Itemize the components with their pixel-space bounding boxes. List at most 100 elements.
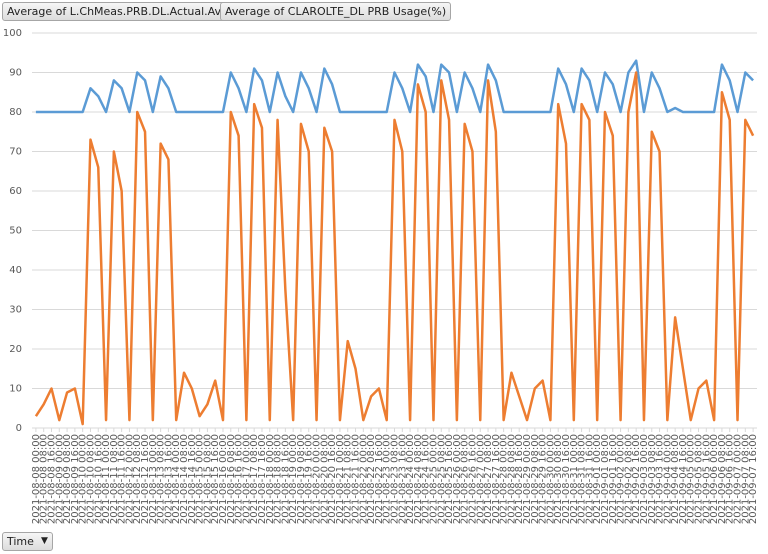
x-tick-label: 2021-09-03 00:00: [639, 434, 650, 524]
y-tick-label: 0: [16, 423, 22, 434]
x-tick-label: 2021-08-30 08:00: [553, 434, 564, 524]
x-tick-label: 2021-08-27 08:00: [483, 434, 494, 524]
x-tick-label: 2021-08-22 08:00: [366, 434, 377, 524]
x-tick-label: 2021-08-27 16:00: [491, 434, 502, 524]
x-tick-label: 2021-08-14 00:00: [171, 434, 182, 524]
x-tick-label: 2021-08-12 16:00: [140, 434, 151, 524]
x-tick-label: 2021-08-25 08:00: [436, 434, 447, 524]
x-tick-label: 2021-08-10 08:00: [85, 434, 96, 524]
x-tick-label: 2021-08-16 16:00: [234, 434, 245, 524]
x-tick-label: 2021-09-04 00:00: [662, 434, 673, 524]
x-tick-label: 2021-09-03 16:00: [655, 434, 666, 524]
x-tick-label: 2021-08-17 00:00: [241, 434, 252, 524]
x-tick-label: 2021-08-13 16:00: [163, 434, 174, 524]
x-tick-label: 2021-09-02 00:00: [616, 434, 627, 524]
axis-field-button[interactable]: Time ▼: [2, 532, 53, 551]
axis-field-label: Time: [7, 535, 34, 548]
x-tick-label: 2021-09-01 00:00: [592, 434, 603, 524]
x-tick-label: 2021-08-21 00:00: [335, 434, 346, 524]
y-tick-label: 40: [9, 265, 22, 276]
dropdown-icon: ▼: [41, 536, 48, 546]
x-tick-label: 2021-08-22 00:00: [358, 434, 369, 524]
x-tick-label: 2021-09-06 08:00: [717, 434, 728, 524]
x-tick-label: 2021-09-01 08:00: [600, 434, 611, 524]
y-tick-label: 20: [9, 344, 22, 355]
x-tick-label: 2021-09-06 16:00: [725, 434, 736, 524]
x-tick-label: 2021-08-15 00:00: [195, 434, 206, 524]
series-line: [35, 59, 754, 114]
x-tick-label: 2021-08-29 08:00: [530, 434, 541, 524]
x-tick-label: 2021-08-15 16:00: [210, 434, 221, 524]
x-tick-label: 2021-09-03 08:00: [647, 434, 658, 524]
x-tick-label: 2021-08-26 08:00: [460, 434, 471, 524]
x-tick-label: 2021-08-25 00:00: [428, 434, 439, 524]
x-tick-label: 2021-08-20 00:00: [312, 434, 323, 524]
y-tick-label: 90: [9, 68, 22, 79]
x-tick-label: 2021-08-20 08:00: [319, 434, 330, 524]
x-tick-label: 2021-08-14 08:00: [179, 434, 190, 524]
x-tick-label: 2021-08-24 16:00: [421, 434, 432, 524]
x-tick-label: 2021-08-08 08:00: [39, 434, 50, 524]
x-tick-label: 2021-08-23 08:00: [390, 434, 401, 524]
y-tick-label: 30: [9, 305, 22, 316]
x-tick-label: 2021-08-26 16:00: [467, 434, 478, 524]
x-tick-label: 2021-08-15 08:00: [202, 434, 213, 524]
x-tick-label: 2021-08-19 00:00: [288, 434, 299, 524]
series-button[interactable]: Average of CLAROLTE_DL PRB Usage(%): [220, 2, 452, 21]
x-tick-label: 2021-08-30 00:00: [545, 434, 556, 524]
x-tick-label: 2021-08-16 08:00: [226, 434, 237, 524]
y-tick-label: 50: [9, 226, 22, 237]
y-tick-label: 80: [9, 107, 22, 118]
x-tick-label: 2021-08-20 16:00: [327, 434, 338, 524]
x-tick-label: 2021-08-10 00:00: [78, 434, 89, 524]
x-tick-label: 2021-08-21 08:00: [343, 434, 354, 524]
y-tick-label: 60: [9, 186, 22, 197]
x-tick-label: 2021-09-05 00:00: [686, 434, 697, 524]
x-tick-label: 2021-09-01 16:00: [608, 434, 619, 524]
x-tick-label: 2021-08-17 08:00: [249, 434, 260, 524]
y-tick-label: 10: [9, 384, 22, 395]
x-tick-label: 2021-08-23 00:00: [382, 434, 393, 524]
x-tick-label: 2021-08-28 00:00: [499, 434, 510, 524]
x-tick-label: 2021-08-28 16:00: [514, 434, 525, 524]
x-tick-label: 2021-08-19 08:00: [296, 434, 307, 524]
x-tick-label: 2021-08-31 08:00: [577, 434, 588, 524]
x-tick-label: 2021-08-13 00:00: [148, 434, 159, 524]
x-tick-label: 2021-09-02 08:00: [623, 434, 634, 524]
x-tick-label: 2021-08-30 16:00: [561, 434, 572, 524]
y-tick-label: 70: [9, 147, 22, 158]
x-tick-label: 2021-08-29 16:00: [538, 434, 549, 524]
x-tick-label: 2021-08-14 16:00: [187, 434, 198, 524]
x-tick-label: 2021-08-12 08:00: [132, 434, 143, 524]
x-tick-label: 2021-08-22 16:00: [374, 434, 385, 524]
x-tick-label: 2021-08-27 00:00: [475, 434, 486, 524]
x-tick-label: 2021-09-04 08:00: [670, 434, 681, 524]
x-tick-label: 2021-09-04 16:00: [678, 434, 689, 524]
x-tick-label: 2021-08-13 08:00: [156, 434, 167, 524]
x-tick-label: 2021-09-07 08:00: [740, 434, 751, 524]
x-tick-label: 2021-08-31 00:00: [569, 434, 580, 524]
x-tick-label: 2021-08-23 16:00: [397, 434, 408, 524]
x-tick-label: 2021-08-18 00:00: [265, 434, 276, 524]
x-tick-label: 2021-08-31 16:00: [584, 434, 595, 524]
x-tick-label: 2021-09-05 16:00: [701, 434, 712, 524]
x-tick-label: 2021-08-26 00:00: [452, 434, 463, 524]
x-tick-label: 2021-08-11 08:00: [109, 434, 120, 524]
x-tick-label: 2021-08-19 16:00: [304, 434, 315, 524]
x-tick-label: 2021-09-07 00:00: [733, 434, 744, 524]
x-tick-label: 2021-08-18 16:00: [280, 434, 291, 524]
series-button[interactable]: Average of L.ChMeas.PRB.DL.Actual.Avail: [2, 2, 239, 21]
x-tick-label: 2021-08-16 00:00: [218, 434, 229, 524]
y-tick-label: 100: [3, 28, 22, 39]
x-tick-label: 2021-08-28 08:00: [506, 434, 517, 524]
x-tick-label: 2021-08-11 16:00: [117, 434, 128, 524]
x-tick-label: 2021-09-05 08:00: [694, 434, 705, 524]
x-tick-label: 2021-08-12 00:00: [124, 434, 135, 524]
x-tick-label: 2021-09-06 00:00: [709, 434, 720, 524]
x-tick-label: 2021-08-11 00:00: [101, 434, 112, 524]
x-tick-label: 2021-08-09 16:00: [70, 434, 81, 524]
x-tick-label: 2021-08-08 16:00: [46, 434, 57, 524]
x-tick-label: 2021-08-24 08:00: [413, 434, 424, 524]
